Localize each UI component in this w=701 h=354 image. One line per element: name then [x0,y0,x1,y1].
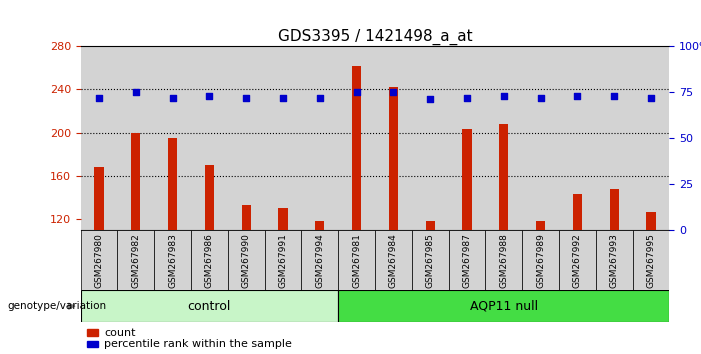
Bar [412,46,449,230]
Bar [499,124,508,349]
FancyBboxPatch shape [449,230,485,290]
FancyBboxPatch shape [338,230,375,290]
Point [93,95,104,101]
Text: GSM267993: GSM267993 [610,233,619,288]
FancyBboxPatch shape [265,230,301,290]
Bar [86,341,98,348]
Point [204,93,215,98]
Bar [154,46,191,230]
Bar [426,222,435,349]
Point [608,93,620,98]
Bar [131,133,140,349]
Bar [522,46,559,230]
Point [388,89,399,95]
Point [130,89,142,95]
Point [535,95,546,101]
Text: GSM267990: GSM267990 [242,233,251,288]
Title: GDS3395 / 1421498_a_at: GDS3395 / 1421498_a_at [278,28,472,45]
Text: GSM267985: GSM267985 [426,233,435,288]
Text: GSM267982: GSM267982 [131,233,140,288]
Text: GSM267981: GSM267981 [352,233,361,288]
Bar [118,46,154,230]
FancyBboxPatch shape [485,230,522,290]
Point [461,95,472,101]
Bar [610,189,619,349]
Text: GSM267989: GSM267989 [536,233,545,288]
FancyBboxPatch shape [118,230,154,290]
Bar [191,46,228,230]
FancyBboxPatch shape [412,230,449,290]
Text: GSM267986: GSM267986 [205,233,214,288]
FancyBboxPatch shape [154,230,191,290]
FancyBboxPatch shape [301,230,338,290]
Bar [389,87,398,349]
Bar [485,46,522,230]
Point [351,89,362,95]
Bar [632,46,669,230]
Bar [596,46,632,230]
Text: GSM267983: GSM267983 [168,233,177,288]
Bar [559,46,596,230]
Point [425,97,436,102]
Text: GSM267984: GSM267984 [389,233,398,288]
Text: AQP11 null: AQP11 null [470,300,538,313]
Text: control: control [188,300,231,313]
FancyBboxPatch shape [522,230,559,290]
Bar [375,46,412,230]
Bar [449,46,485,230]
Bar [95,167,104,349]
Point [646,95,657,101]
Bar [265,46,301,230]
FancyBboxPatch shape [596,230,632,290]
Bar [168,138,177,349]
Text: GSM267994: GSM267994 [315,233,325,288]
Bar [352,65,361,349]
Bar [205,165,214,349]
Bar [242,205,251,349]
Bar [315,222,325,349]
Text: GSM267988: GSM267988 [499,233,508,288]
Bar [536,222,545,349]
Text: genotype/variation: genotype/variation [7,301,106,311]
Point [314,95,325,101]
Bar [338,46,375,230]
FancyBboxPatch shape [559,230,596,290]
Text: GSM267980: GSM267980 [95,233,104,288]
Bar [228,46,265,230]
Point [278,95,289,101]
Bar [463,130,472,349]
Point [167,95,178,101]
FancyBboxPatch shape [338,290,669,322]
Text: GSM267992: GSM267992 [573,233,582,288]
Text: GSM267991: GSM267991 [278,233,287,288]
Point [572,93,583,98]
FancyBboxPatch shape [81,290,338,322]
Point [498,93,510,98]
Text: count: count [104,327,136,338]
Bar [646,212,655,349]
FancyBboxPatch shape [375,230,412,290]
Bar [301,46,338,230]
Text: percentile rank within the sample: percentile rank within the sample [104,339,292,349]
FancyBboxPatch shape [228,230,265,290]
FancyBboxPatch shape [191,230,228,290]
Bar [81,46,118,230]
Bar [278,209,287,349]
FancyBboxPatch shape [632,230,669,290]
Text: GSM267987: GSM267987 [463,233,472,288]
Bar [86,329,98,336]
Text: GSM267995: GSM267995 [646,233,655,288]
Point [240,95,252,101]
Bar [573,194,582,349]
FancyBboxPatch shape [81,230,118,290]
